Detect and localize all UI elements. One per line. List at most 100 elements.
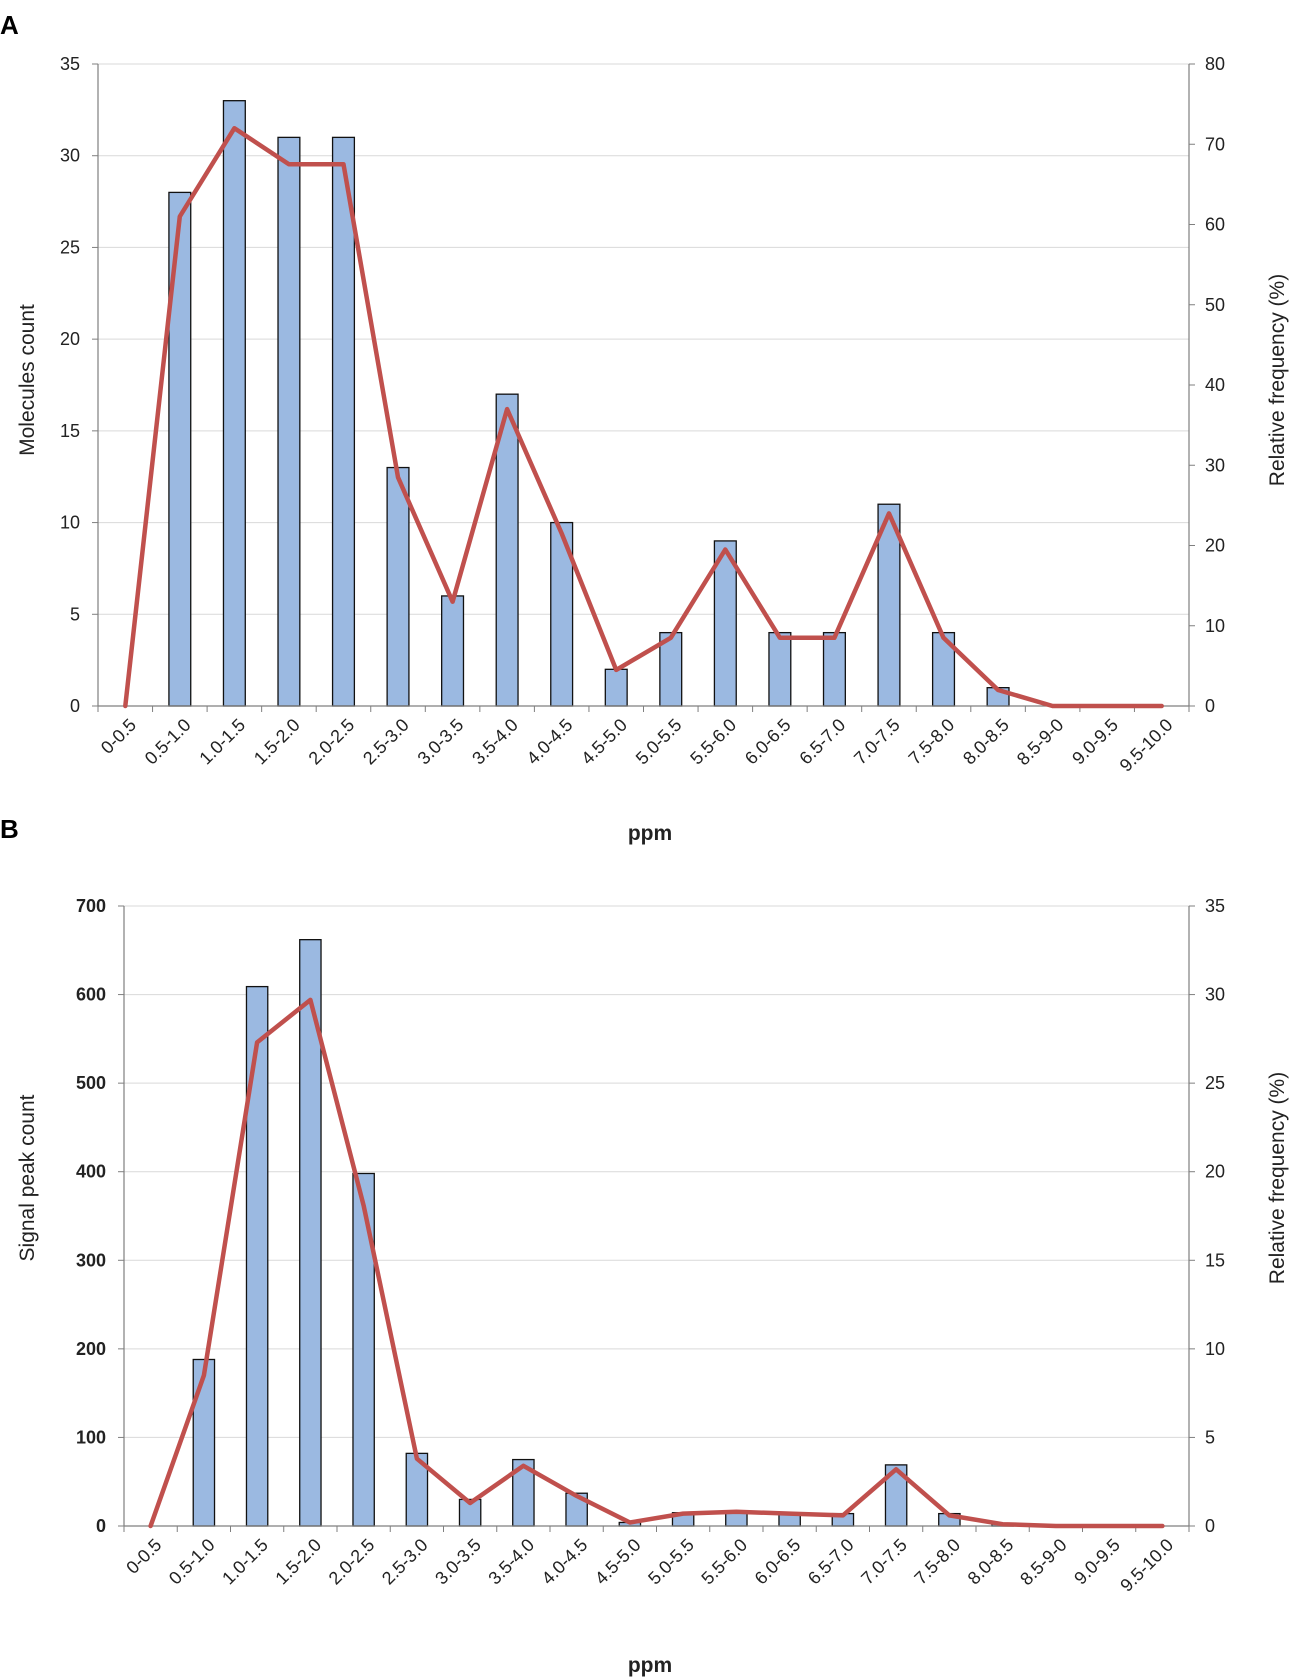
panel-b-x-axis-title: ppm [628, 1654, 672, 1677]
panel-b-y-tick-label: 300 [76, 1250, 106, 1270]
panel-b-y-tick-label: 0 [96, 1516, 106, 1536]
panel-b-y2-tick-label: 30 [1205, 985, 1225, 1005]
panel-b-y2-axis-title: Relative frequency (%) [1266, 1072, 1289, 1284]
panel-a-y-tick-label: 15 [60, 421, 80, 441]
panel-b-x-category-label: 7.5-8.0 [910, 1535, 964, 1589]
panel-a-x-category-label: 6.0-6.5 [741, 715, 795, 769]
panel-a-left-axis: 0 5 10 15 20 25 30 35 [60, 54, 98, 716]
panel-a-y-tick-label: 35 [60, 54, 80, 74]
panel-b-y2-tick-label: 15 [1205, 1250, 1225, 1270]
panel-b-bar [352, 1172, 375, 1527]
chart-panel-b: B Signal peak count Relative frequency (… [0, 814, 1289, 1677]
panel-a-y2-tick-label: 40 [1205, 375, 1225, 395]
panel-b-x-category-label: 8.0-8.5 [964, 1535, 1018, 1589]
panel-b-left-axis: 0 100 200 300 400 500 600 700 [76, 896, 124, 1536]
panel-a-x-category-label: 0.5-1.0 [141, 715, 195, 769]
panel-a-bar [386, 466, 410, 707]
panel-a-y-tick-label: 0 [70, 696, 80, 716]
panel-b-bars [192, 939, 1068, 1527]
panel-a-x-category-label: 9.0-9.5 [1068, 715, 1122, 769]
panel-a-bar [222, 100, 246, 707]
panel-b-bar [245, 985, 269, 1527]
panel-a-x-category-label: 2.0-2.5 [305, 715, 359, 769]
panel-b-x-category-label: 1.0-1.5 [218, 1535, 272, 1589]
panel-a-y-tick-label: 25 [60, 237, 80, 257]
panel-b-y2-tick-label: 20 [1205, 1162, 1225, 1182]
panel-a-x-category-label: 3.5-4.0 [468, 715, 522, 769]
panel-a-y2-tick-label: 20 [1205, 536, 1225, 556]
panel-a-bar [604, 668, 628, 707]
panel-a-y-tick-label: 20 [60, 329, 80, 349]
panel-b-x-category-label: 3.0-3.5 [431, 1535, 485, 1589]
panel-a-relative-frequency-line [123, 125, 1164, 709]
panel-a-y-tick-label: 5 [70, 604, 80, 624]
panel-a-x-category-label: 8.0-8.5 [959, 715, 1013, 769]
panel-b-y-tick-label: 200 [76, 1339, 106, 1359]
panel-b-y-tick-label: 700 [76, 896, 106, 916]
panel-b-y-tick-label: 100 [76, 1427, 106, 1447]
panel-a-x-category-label: 9.5-10.0 [1116, 715, 1177, 776]
panel-a-x-category-label: 4.5-5.0 [577, 715, 631, 769]
panel-b-x-category-label: 9.5-10.0 [1116, 1535, 1177, 1596]
panel-a-x-axis: 0-0.5 0.5-1.0 1.0-1.5 1.5-2.0 2.0-2.5 2.5-3.0… [97, 706, 1190, 776]
panel-a-y2-tick-label: 70 [1205, 134, 1225, 154]
panel-a-y2-tick-label: 0 [1205, 696, 1215, 716]
panel-b-y2-tick-label: 10 [1205, 1339, 1225, 1359]
panel-b-x-category-label: 6.5-7.0 [804, 1535, 858, 1589]
panel-a-label: A [0, 10, 19, 40]
panel-b-x-category-label: 0-0.5 [122, 1535, 165, 1578]
panel-a-bar [331, 136, 356, 707]
panel-a-x-category-label: 4.0-4.5 [523, 715, 577, 769]
panel-b-x-category-label: 5.0-5.5 [644, 1535, 698, 1589]
panel-a-y2-tick-label: 30 [1205, 455, 1225, 475]
panel-a-y2-tick-label: 60 [1205, 215, 1225, 235]
panel-a-y2-tick-label: 10 [1205, 616, 1225, 636]
panel-a-y-tick-label: 10 [60, 513, 80, 533]
panel-b-x-category-label: 2.0-2.5 [325, 1535, 379, 1589]
panel-a-x-category-label: 7.0-7.5 [850, 715, 904, 769]
panel-a-y2-tick-label: 80 [1205, 54, 1225, 74]
panel-a-x-category-label: 3.0-3.5 [414, 715, 468, 769]
panel-b-y-axis-title: Signal peak count [16, 1094, 39, 1261]
panel-a-bar [822, 631, 846, 707]
panel-a-bars [168, 100, 1010, 707]
panel-a-right-axis: 0 10 20 30 40 50 60 70 80 [1189, 54, 1225, 716]
panel-a-y-axis-title: Molecules count [16, 304, 39, 456]
panel-b-x-category-label: 0.5-1.0 [165, 1535, 219, 1589]
panel-a-x-category-label: 0-0.5 [97, 715, 140, 758]
panel-a-x-axis-title: ppm [628, 822, 672, 845]
panel-a-y-tick-label: 30 [60, 146, 80, 166]
panel-a-x-category-label: 8.5-9-0 [1013, 715, 1067, 769]
panel-b-y2-tick-label: 25 [1205, 1073, 1225, 1093]
panel-b-y-tick-label: 500 [76, 1073, 106, 1093]
panel-a-bar [441, 595, 465, 707]
panel-b-x-category-label: 6.0-6.5 [751, 1535, 805, 1589]
panel-a-x-category-label: 5.5-6.0 [686, 715, 740, 769]
panel-b-x-category-label: 4.0-4.5 [538, 1535, 592, 1589]
panel-a-x-category-label: 1.5-2.0 [250, 715, 304, 769]
panel-b-x-category-label: 2.5-3.0 [378, 1535, 432, 1589]
panel-a-x-category-label: 2.5-3.0 [359, 715, 413, 769]
panel-b-x-category-label: 8.5-9-0 [1016, 1535, 1070, 1589]
panel-b-bar [192, 1358, 216, 1527]
panel-a-y2-tick-label: 50 [1205, 295, 1225, 315]
panel-b-x-category-label: 3.5-4.0 [484, 1535, 538, 1589]
panel-a-x-category-label: 5.0-5.5 [632, 715, 686, 769]
panel-b-x-category-label: 5.5-6.0 [697, 1535, 751, 1589]
panel-b-relative-frequency-line [148, 997, 1165, 1529]
panel-b-x-category-label: 1.5-2.0 [271, 1535, 325, 1589]
panel-a-x-category-label: 6.5-7.0 [795, 715, 849, 769]
panel-b-y2-tick-label: 0 [1205, 1516, 1215, 1536]
panel-a-bar [277, 136, 301, 707]
chart-panel-a: A Molecules count Relative frequency (%)… [0, 10, 1289, 845]
panel-b-right-axis: 0 5 10 15 20 25 30 35 [1189, 896, 1225, 1536]
panel-b-x-category-label: 9.0-9.5 [1070, 1535, 1124, 1589]
panel-a-bar [768, 631, 792, 707]
panel-b-y2-tick-label: 5 [1205, 1427, 1215, 1447]
panel-b-x-category-label: 7.0-7.5 [857, 1535, 911, 1589]
panel-a-x-category-label: 7.5-8.0 [905, 715, 959, 769]
panel-b-x-axis: 0-0.5 0.5-1.0 1.0-1.5 1.5-2.0 2.0-2.5 2.5-3.0… [122, 1526, 1190, 1596]
panel-b-y-tick-label: 400 [76, 1162, 106, 1182]
panel-a-x-category-label: 1.0-1.5 [195, 715, 249, 769]
